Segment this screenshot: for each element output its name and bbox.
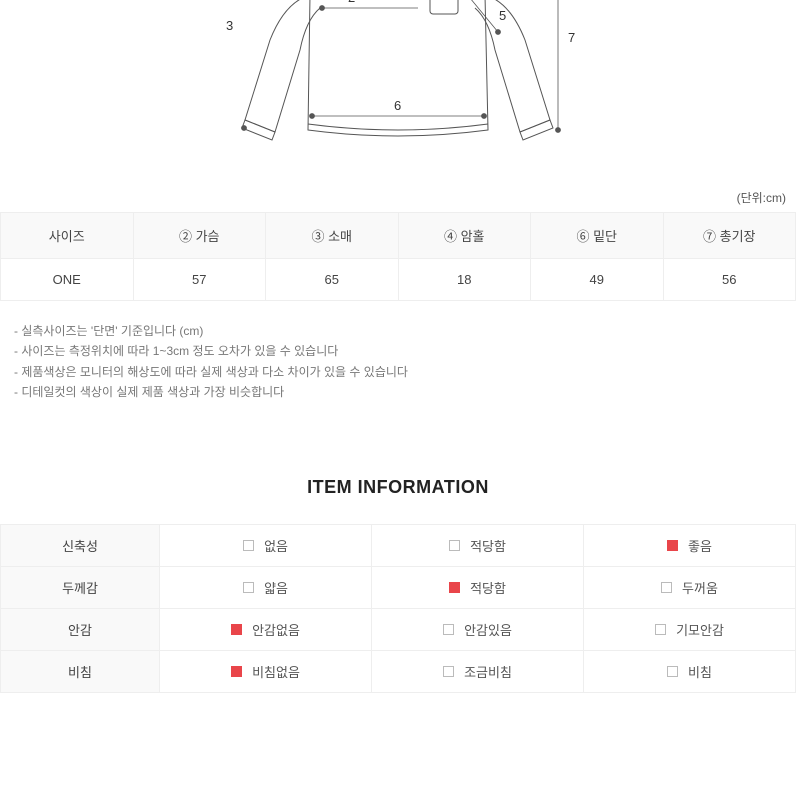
size-header: ⑦ 총기장: [663, 213, 796, 259]
size-header: ⑥ 밑단: [531, 213, 664, 259]
checkbox-checked-icon: [231, 624, 242, 635]
info-row-label: 안감: [1, 608, 160, 650]
size-cell: 57: [133, 259, 266, 301]
info-row-label: 신축성: [1, 524, 160, 566]
shirt-svg: 2 3 5 6 7: [0, 0, 796, 185]
checkbox-icon: [243, 540, 254, 551]
info-option-cell: 안감없음: [160, 608, 372, 650]
size-header: ④ 암홀: [398, 213, 531, 259]
diagram-label-2: 2: [348, 0, 355, 5]
info-option-label: 안감없음: [252, 620, 300, 639]
note-line: - 사이즈는 측정위치에 따라 1~3cm 정도 오차가 있을 수 있습니다: [14, 341, 782, 361]
notes-block: - 실측사이즈는 '단면' 기준입니다 (cm) - 사이즈는 측정위치에 따라…: [0, 301, 796, 403]
checkbox-icon: [661, 582, 672, 593]
info-option-cell: 기모안감: [584, 608, 796, 650]
item-info-table: 신축성없음적당함좋음두께감얇음적당함두꺼움안감안감없음안감있음기모안감비침비침없…: [0, 524, 796, 693]
size-cell: 65: [266, 259, 399, 301]
size-header: ③ 소매: [266, 213, 399, 259]
info-option-cell: 적당함: [372, 566, 584, 608]
info-option-cell: 비침: [584, 650, 796, 692]
info-option-label: 없음: [264, 536, 288, 555]
note-line: - 제품색상은 모니터의 해상도에 따라 실제 색상과 다소 차이가 있을 수 …: [14, 362, 782, 382]
info-option-label: 좋음: [688, 536, 712, 555]
section-title: ITEM INFORMATION: [0, 477, 796, 498]
note-line: - 실측사이즈는 '단면' 기준입니다 (cm): [14, 321, 782, 341]
diagram-label-5: 5: [499, 8, 506, 23]
info-row-label: 비침: [1, 650, 160, 692]
info-option-cell: 두꺼움: [584, 566, 796, 608]
checkbox-checked-icon: [449, 582, 460, 593]
checkbox-icon: [443, 624, 454, 635]
info-option-cell: 좋음: [584, 524, 796, 566]
checkbox-icon: [449, 540, 460, 551]
info-option-label: 얇음: [264, 578, 288, 597]
info-option-cell: 안감있음: [372, 608, 584, 650]
size-header: ② 가슴: [133, 213, 266, 259]
size-header: 사이즈: [1, 213, 134, 259]
garment-diagram: 2 3 5 6 7: [0, 0, 796, 185]
checkbox-icon: [443, 666, 454, 677]
info-option-label: 두꺼움: [682, 578, 718, 597]
size-table: 사이즈 ② 가슴 ③ 소매 ④ 암홀 ⑥ 밑단 ⑦ 총기장 ONE 57 65 …: [0, 212, 796, 301]
checkbox-checked-icon: [667, 540, 678, 551]
info-option-label: 기모안감: [676, 620, 724, 639]
table-row: ONE 57 65 18 49 56: [1, 259, 796, 301]
size-cell: 49: [531, 259, 664, 301]
table-row: 두께감 얇음 적당함 두꺼움: [1, 566, 796, 608]
diagram-label-3: 3: [226, 18, 233, 33]
info-option-label: 안감있음: [464, 620, 512, 639]
info-option-label: 적당함: [470, 536, 506, 555]
checkbox-icon: [655, 624, 666, 635]
table-row: 안감 안감없음 안감있음 기모안감: [1, 608, 796, 650]
size-cell: ONE: [1, 259, 134, 301]
info-option-cell: 조금비침: [372, 650, 584, 692]
unit-label: (단위:cm): [0, 185, 796, 212]
info-option-label: 비침없음: [252, 662, 300, 681]
info-option-label: 비침: [688, 662, 712, 681]
info-option-cell: 적당함: [372, 524, 584, 566]
info-option-label: 조금비침: [464, 662, 512, 681]
checkbox-icon: [243, 582, 254, 593]
diagram-label-6: 6: [394, 98, 401, 113]
info-option-cell: 비침없음: [160, 650, 372, 692]
info-row-label: 두께감: [1, 566, 160, 608]
checkbox-icon: [667, 666, 678, 677]
size-cell: 18: [398, 259, 531, 301]
diagram-label-7: 7: [568, 30, 575, 45]
table-row: 비침 비침없음 조금비침 비침: [1, 650, 796, 692]
size-cell: 56: [663, 259, 796, 301]
info-option-label: 적당함: [470, 578, 506, 597]
info-option-cell: 얇음: [160, 566, 372, 608]
table-row: 신축성 없음 적당함 좋음: [1, 524, 796, 566]
note-line: - 디테일컷의 색상이 실제 제품 색상과 가장 비슷합니다: [14, 382, 782, 402]
checkbox-checked-icon: [231, 666, 242, 677]
info-option-cell: 없음: [160, 524, 372, 566]
